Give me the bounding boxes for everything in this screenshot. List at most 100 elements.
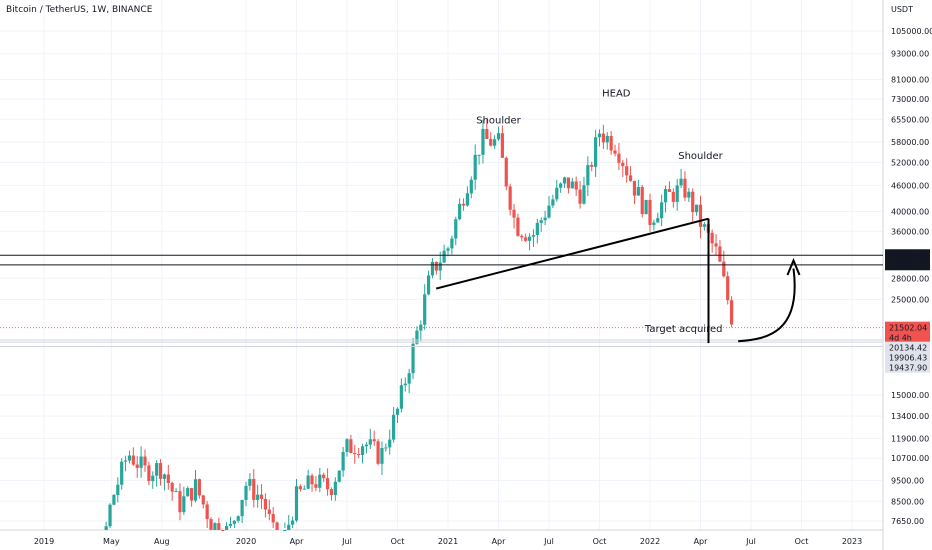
y-tick-label: 8500.00 xyxy=(891,497,924,506)
candle-body xyxy=(667,188,672,192)
x-tick-label: Jul xyxy=(543,537,554,546)
candle-body xyxy=(617,153,621,163)
candle-body xyxy=(244,485,248,500)
annotation-label: Shoulder xyxy=(476,116,521,127)
candle-body xyxy=(329,489,334,495)
candle-body xyxy=(380,448,384,464)
candle-body xyxy=(388,439,392,448)
candle-body xyxy=(322,474,326,479)
candle-body xyxy=(461,203,466,206)
candle-body xyxy=(508,186,512,210)
candle-body xyxy=(714,243,718,247)
candle-body xyxy=(205,504,209,520)
candle-body xyxy=(415,330,419,344)
y-tick-label: 105000.00 xyxy=(891,27,932,36)
candle-body xyxy=(127,455,132,461)
candle-body xyxy=(683,178,687,198)
candle-body xyxy=(632,180,637,196)
x-tick-label: Apr xyxy=(290,537,305,546)
y-axis-unit: USDT xyxy=(891,5,913,14)
candle-body xyxy=(675,185,679,202)
candle-body xyxy=(407,373,411,384)
candle-body xyxy=(597,133,602,138)
candle-body xyxy=(131,455,135,465)
x-tick-label: 2023 xyxy=(842,537,862,546)
y-tick-label: 81000.00 xyxy=(891,76,929,85)
candle-body xyxy=(434,261,438,271)
x-tick-label: 2021 xyxy=(438,537,458,546)
candle-body xyxy=(271,514,275,523)
recovery-arrow xyxy=(738,268,796,343)
candle-body xyxy=(182,496,186,513)
candle-body xyxy=(368,439,372,445)
candle-body xyxy=(155,463,159,476)
candle-body xyxy=(535,222,539,235)
candle-body xyxy=(116,484,120,495)
y-tick-label: 15000.00 xyxy=(891,391,929,400)
candle-body xyxy=(648,199,652,225)
candle-body xyxy=(609,135,613,151)
candle-body xyxy=(112,494,116,505)
x-tick-label: Aug xyxy=(154,537,170,546)
candle-body xyxy=(252,478,256,500)
neckline xyxy=(435,217,709,290)
candle-body xyxy=(574,181,578,190)
candle-body xyxy=(287,524,291,530)
x-tick-label: Apr xyxy=(694,537,709,546)
candle-body xyxy=(698,204,703,227)
candle-body xyxy=(392,414,396,440)
candle-body xyxy=(477,154,481,156)
candle-body xyxy=(357,453,361,455)
y-tick-label: 58000.00 xyxy=(891,138,929,147)
candle-body xyxy=(687,191,691,198)
candle-body xyxy=(465,193,470,206)
candle-body xyxy=(524,237,528,241)
candle-body xyxy=(302,488,306,490)
price-label-text: 30084.83 xyxy=(889,261,927,270)
candle-body xyxy=(590,165,594,167)
candle-body xyxy=(570,181,574,189)
candle-body xyxy=(345,439,349,453)
candle-body xyxy=(566,177,571,189)
candle-body xyxy=(248,478,252,486)
candle-body xyxy=(193,479,198,501)
candle-body xyxy=(691,191,695,213)
candle-body xyxy=(209,519,213,530)
candle-body xyxy=(489,138,493,146)
candle-body xyxy=(364,444,369,447)
y-tick-label: 11900.00 xyxy=(891,434,929,443)
candle-body xyxy=(695,204,699,213)
candle-body xyxy=(232,520,236,524)
candle-body xyxy=(504,157,508,187)
candle-body xyxy=(201,495,205,505)
candle-body xyxy=(275,522,279,530)
candle-body xyxy=(636,186,640,196)
candle-body xyxy=(283,530,287,531)
candle-body xyxy=(652,222,656,225)
candle-body xyxy=(438,262,442,271)
candle-body xyxy=(306,475,310,489)
candle-body xyxy=(310,475,314,485)
x-tick-label: 2019 xyxy=(34,537,54,546)
price-label-text: 19906.43 xyxy=(889,354,927,363)
candle-body xyxy=(679,178,683,186)
candle-body xyxy=(625,166,629,176)
candle-body xyxy=(454,219,458,239)
y-tick-label: 25000.00 xyxy=(891,295,929,304)
annotation-label: Shoulder xyxy=(678,151,723,162)
candle-body xyxy=(481,128,485,155)
x-tick-label: 2022 xyxy=(640,537,660,546)
candle-body xyxy=(318,474,322,488)
candle-body xyxy=(446,248,450,251)
candle-body xyxy=(190,488,194,501)
candle-body xyxy=(240,499,244,517)
x-tick-label: Oct xyxy=(795,537,809,546)
candle-body xyxy=(586,165,590,186)
candle-body xyxy=(411,343,415,374)
candle-body xyxy=(384,447,388,449)
candle-body xyxy=(531,234,536,237)
candle-body xyxy=(213,523,217,530)
y-tick-label: 52000.00 xyxy=(891,158,929,167)
x-tick-label: 2020 xyxy=(236,537,256,546)
